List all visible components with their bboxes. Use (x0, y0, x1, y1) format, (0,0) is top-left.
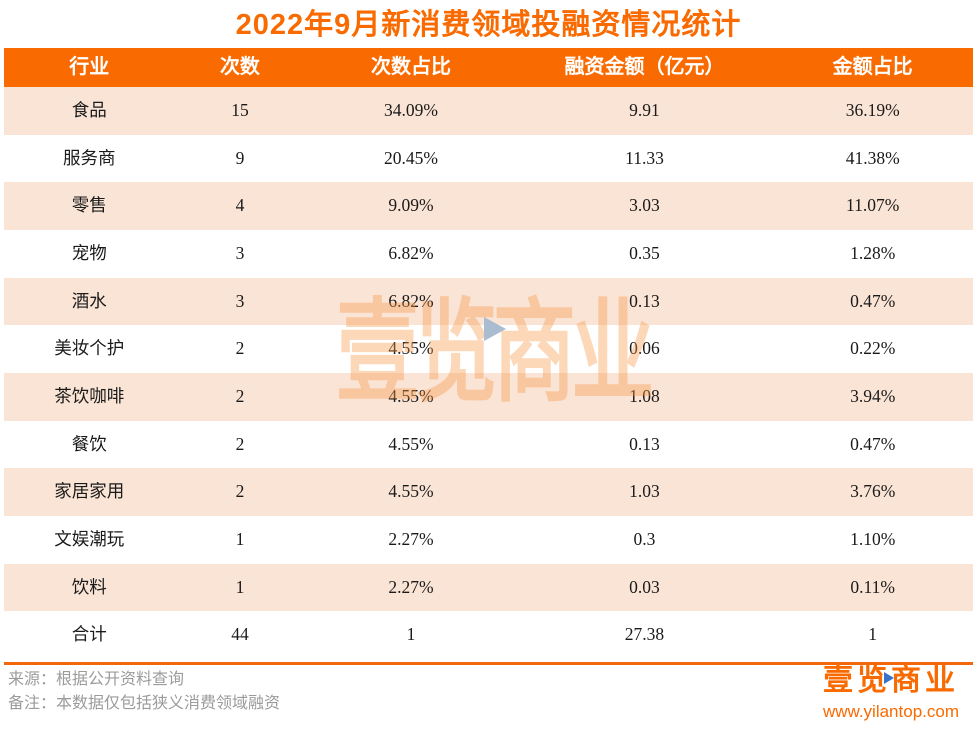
column-header-count: 次数 (219, 56, 260, 78)
cell-count: 3 (235, 242, 245, 263)
stats-table: 行业 次数 次数占比 融资金额（亿元） 金额占比 食品 15 34.09% 9.91 3… (4, 48, 973, 659)
table-row: 零售 4 9.09% 3.03 11.07% (4, 182, 973, 230)
table-row: 合计 44 1 27.38 1 (4, 611, 973, 659)
cell-amount: 0.3 (633, 528, 656, 549)
cell-count: 3 (235, 290, 245, 311)
cell-amount: 9.91 (629, 100, 660, 120)
cell-industry: 服务商 (63, 147, 116, 168)
cell-industry: 合计 (71, 624, 107, 645)
cell-industry: 零售 (71, 195, 107, 216)
cell-count-share: 4.55% (388, 433, 434, 454)
cell-amount: 0.06 (629, 338, 660, 359)
cell-count-share: 2.27% (388, 528, 434, 549)
cell-count-share: 20.45% (383, 147, 438, 168)
cell-amount: 0.13 (629, 290, 660, 311)
cell-count: 2 (235, 481, 245, 502)
cell-amount-share: 1.28% (850, 242, 896, 263)
cell-count-share: 9.09% (388, 195, 434, 216)
page-title: 2022年9月新消费领域投融资情况统计 (235, 9, 742, 41)
table-header-row: 行业 次数 次数占比 融资金额（亿元） 金额占比 (4, 48, 973, 87)
cell-industry: 食品 (71, 100, 107, 120)
cell-industry: 酒水 (71, 290, 107, 311)
cell-count: 1 (235, 576, 245, 597)
cell-amount-share: 36.19% (845, 100, 900, 120)
cell-count-share: 6.82% (388, 290, 434, 311)
table-row: 茶饮咖啡 2 4.55% 1.08 3.94% (4, 372, 973, 421)
table-row: 酒水 3 6.82% 0.13 0.47% (4, 277, 973, 326)
cell-count: 15 (231, 100, 249, 120)
brand-website-link[interactable]: www.yilantop.com (822, 702, 959, 721)
table-row: 美妆个护 2 4.55% 0.06 0.22% (4, 325, 973, 373)
cell-amount-share: 0.47% (850, 433, 896, 454)
cell-amount: 0.13 (629, 433, 660, 454)
table-row: 食品 15 34.09% 9.91 36.19% (4, 87, 973, 135)
cell-amount: 1.08 (629, 385, 660, 406)
cell-amount-share: 0.47% (850, 290, 896, 311)
cell-count-share: 4.55% (388, 385, 434, 406)
footer-divider (4, 662, 973, 665)
cell-industry: 饮料 (71, 576, 107, 597)
cell-industry: 美妆个护 (54, 338, 125, 359)
cell-count-share: 1 (406, 624, 416, 645)
table-row: 服务商 9 20.45% 11.33 41.38% (4, 134, 973, 183)
cell-industry: 餐饮 (71, 433, 107, 454)
column-header-amount: 融资金额（亿元） (564, 56, 725, 78)
cell-count-share: 6.82% (388, 242, 434, 263)
table-row: 餐饮 2 4.55% 0.13 0.47% (4, 420, 973, 469)
cell-count-share: 4.55% (388, 481, 434, 502)
cell-industry: 家居家用 (54, 481, 125, 502)
source-note: 来源：根据公开资料查询 (8, 671, 185, 688)
cell-amount-share: 1 (868, 624, 878, 645)
cell-count: 2 (235, 433, 245, 454)
column-header-count-share: 次数占比 (370, 56, 451, 78)
cell-amount-share: 0.11% (850, 576, 895, 597)
cell-amount: 0.35 (629, 242, 660, 263)
footer-notes: 来源：根据公开资料查询 备注：本数据仅包括狭义消费领域融资 (8, 668, 280, 716)
column-header-amount-share: 金额占比 (832, 56, 913, 78)
cell-amount-share: 1.10% (850, 528, 896, 549)
cell-count-share: 34.09% (383, 100, 438, 120)
cell-amount-share: 11.07% (846, 195, 900, 216)
cell-count: 1 (235, 528, 245, 549)
cell-amount-share: 41.38% (845, 147, 900, 168)
cell-amount: 3.03 (629, 195, 660, 216)
table-row: 家居家用 2 4.55% 1.03 3.76% (4, 468, 973, 516)
cell-count: 4 (235, 195, 245, 216)
cell-count: 44 (231, 624, 249, 645)
cell-industry: 文娱潮玩 (54, 528, 125, 549)
cell-industry: 宠物 (71, 242, 107, 263)
cell-count: 2 (235, 338, 245, 359)
cell-count: 2 (235, 385, 245, 406)
brand-play-icon (884, 672, 894, 684)
cell-amount-share: 3.76% (850, 481, 896, 502)
cell-amount-share: 3.94% (850, 385, 896, 406)
cell-industry: 茶饮咖啡 (54, 385, 125, 406)
table-row: 饮料 1 2.27% 0.03 0.11% (4, 563, 973, 612)
cell-amount: 1.03 (629, 481, 660, 502)
table-body: 食品 15 34.09% 9.91 36.19% 服务商 9 20.45% 11.33 41.38… (4, 87, 973, 659)
table-row: 宠物 3 6.82% 0.35 1.28% (4, 229, 973, 278)
cell-count-share: 4.55% (388, 338, 434, 359)
cell-amount: 0.03 (629, 576, 660, 597)
remark-note: 备注：本数据仅包括狭义消费领域融资 (8, 695, 281, 712)
cell-amount-share: 0.22% (850, 338, 896, 359)
cell-amount: 11.33 (625, 147, 664, 168)
cell-count-share: 2.27% (388, 576, 434, 597)
table-row: 文娱潮玩 1 2.27% 0.3 1.10% (4, 515, 973, 564)
cell-amount: 27.38 (624, 624, 665, 645)
column-header-industry: 行业 (69, 56, 110, 78)
cell-count: 9 (235, 147, 245, 168)
